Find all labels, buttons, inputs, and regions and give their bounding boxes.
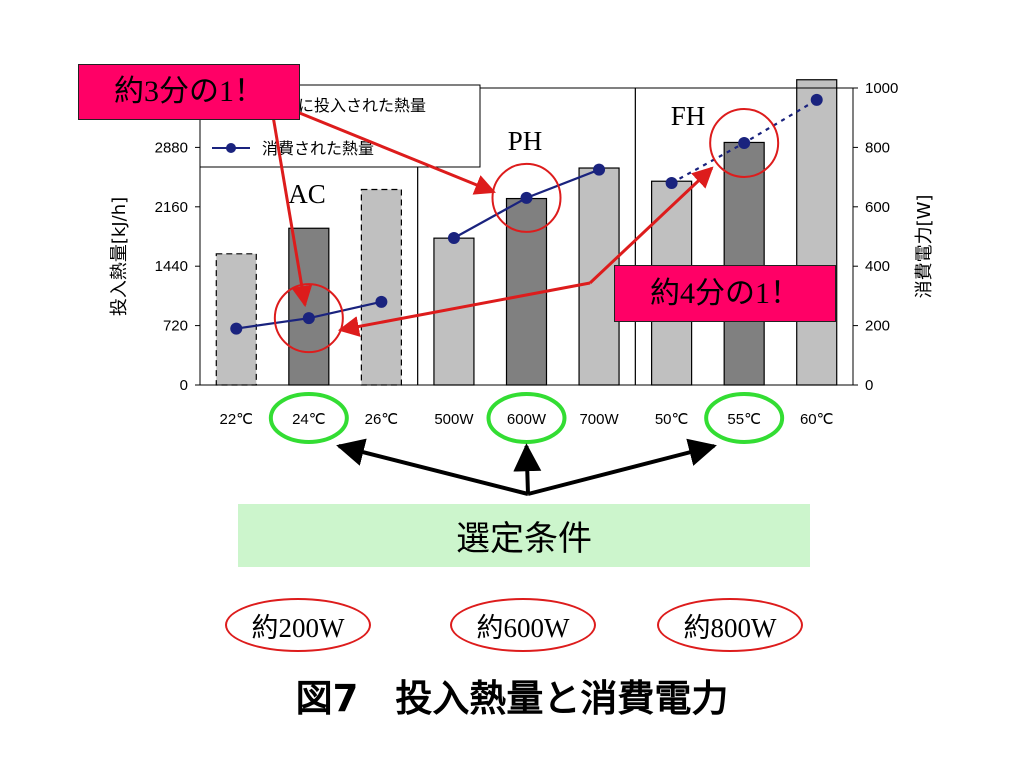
selection-arrow-3 <box>527 438 717 496</box>
line-point <box>665 177 678 190</box>
right-tick-label: 600 <box>865 199 890 216</box>
left-axis-label: 投入熱量[kJ/h] <box>109 197 130 316</box>
x-tick-label: 22℃ <box>220 411 254 428</box>
left-tick-label: 2160 <box>155 199 188 216</box>
selected-tick-oval <box>268 392 349 444</box>
selection-arrow-1 <box>336 438 529 496</box>
left-tick-label: 0 <box>180 377 188 394</box>
group-label-fh: FH <box>671 101 706 131</box>
selection-arrow-2 <box>513 443 542 495</box>
right-tick-label: 200 <box>865 318 890 335</box>
x-tick-label: 24℃ <box>292 411 326 428</box>
left-tick-label: 720 <box>163 318 188 335</box>
selection-criteria-box: 選定条件 <box>238 504 810 567</box>
x-tick-label: 26℃ <box>365 411 399 428</box>
power-label-ac: 約200W <box>225 598 371 652</box>
x-tick-label: 55℃ <box>727 411 761 428</box>
line-point <box>593 163 606 176</box>
right-axis-label: 消費電力[W] <box>914 195 935 299</box>
callout-one-third: 約3分の1！ <box>78 64 300 120</box>
right-tick-label: 400 <box>865 258 890 275</box>
arrow-quarter-to-fh <box>588 166 714 285</box>
legend-entry-line: 消費された熱量 <box>262 139 374 158</box>
arrow-third-to-ac <box>270 109 313 308</box>
x-tick-label: 50℃ <box>655 411 689 428</box>
selected-tick-oval <box>486 392 567 444</box>
group-label-ph: PH <box>508 126 543 156</box>
bar-8 <box>723 141 765 386</box>
selected-point-circle-3 <box>709 107 780 178</box>
left-tick-label: 1440 <box>155 258 188 275</box>
callout-one-quarter: 約4分の1！ <box>614 265 836 322</box>
group-label-ac: AC <box>288 179 326 209</box>
line-point <box>810 93 823 106</box>
figure-caption: 図7 投入熱量と消費電力 <box>295 677 729 720</box>
bar-3 <box>360 188 402 386</box>
arrow-third-to-ph <box>274 101 496 195</box>
line-point <box>230 322 243 335</box>
right-tick-label: 800 <box>865 139 890 156</box>
line-point <box>375 295 388 308</box>
selected-point-circle-2 <box>491 162 562 233</box>
line-point <box>520 191 533 204</box>
legend-line-marker <box>226 143 236 153</box>
line-point <box>447 231 460 244</box>
right-tick-label: 1000 <box>865 80 898 97</box>
arrow-quarter-to-ac <box>337 281 591 337</box>
power-label-ph: 約600W <box>450 598 596 652</box>
legend-entry-bars: 内に投入された熱量 <box>282 96 426 115</box>
x-tick-label: 60℃ <box>800 411 834 428</box>
right-tick-label: 0 <box>865 377 873 394</box>
power-label-fh: 約800W <box>657 598 803 652</box>
left-tick-label: 2880 <box>155 139 188 156</box>
bar-9 <box>796 79 838 386</box>
bar-1 <box>215 253 257 386</box>
x-tick-label: 700W <box>579 411 619 428</box>
line-point <box>302 312 315 325</box>
selected-tick-oval <box>704 392 785 444</box>
x-tick-label: 600W <box>507 411 547 428</box>
line-point <box>738 136 751 149</box>
x-tick-label: 500W <box>434 411 474 428</box>
